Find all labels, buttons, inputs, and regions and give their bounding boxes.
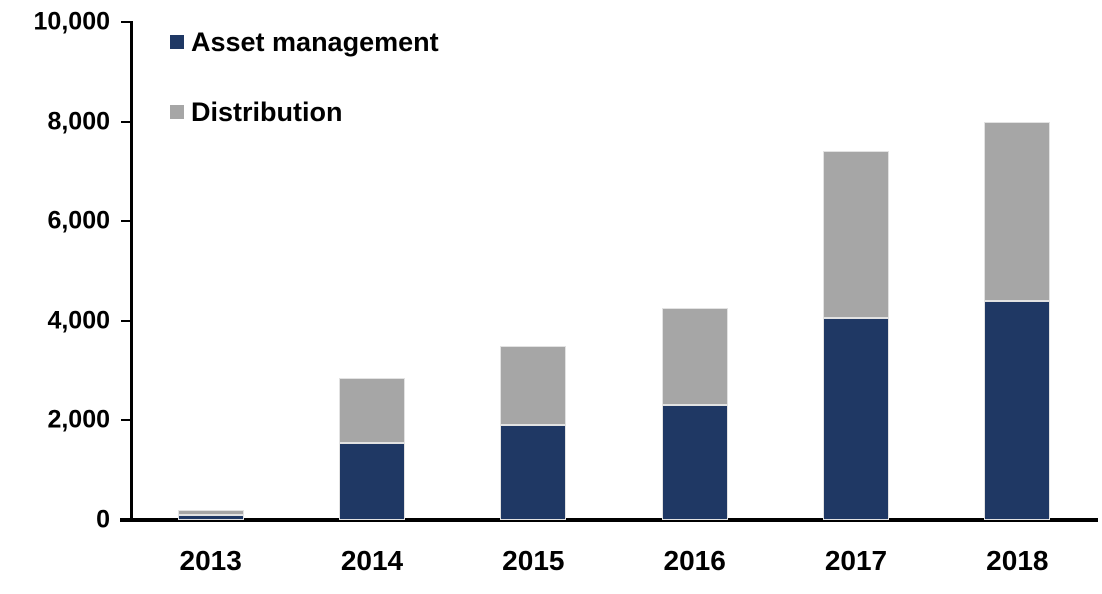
y-axis-label: 4,000 <box>47 306 110 335</box>
bar-2018 <box>984 121 1051 520</box>
bar-segment-asset-management-2014 <box>339 442 405 520</box>
y-axis-label: 2,000 <box>47 405 110 434</box>
y-axis-tick <box>121 419 130 422</box>
x-axis-label-2016: 2016 <box>663 545 726 576</box>
y-axis-tick <box>121 21 130 23</box>
y-axis-label: 0 <box>96 505 110 534</box>
y-axis-tick <box>121 220 130 223</box>
y-axis-line <box>130 21 133 522</box>
bar-2013 <box>177 510 244 520</box>
y-axis-label: 10,000 <box>33 7 110 36</box>
x-axis-label-2018: 2018 <box>986 545 1049 576</box>
bar-segment-asset-management-2017 <box>823 318 889 520</box>
bar-segment-asset-management-2015 <box>500 425 567 520</box>
y-axis-tick <box>121 120 130 123</box>
bar-2014 <box>339 378 405 520</box>
bar-segment-distribution-2016 <box>661 308 728 406</box>
bar-2016 <box>661 308 728 520</box>
asset-management-legend-swatch <box>170 35 184 49</box>
y-axis-label: 8,000 <box>47 107 110 136</box>
y-axis-tick <box>121 519 130 521</box>
legend-label-asset-management: Asset management <box>191 27 439 57</box>
y-axis-label: 6,000 <box>47 206 110 235</box>
legend-item-asset-management: Asset management <box>170 27 439 57</box>
bar-segment-distribution-2015 <box>500 345 567 426</box>
bar-segment-asset-management-2013 <box>177 515 244 520</box>
x-axis-label-2017: 2017 <box>824 545 888 576</box>
x-axis-line <box>120 518 1098 522</box>
legend-item-distribution: Distribution <box>170 97 343 127</box>
distribution-legend-swatch <box>170 105 184 119</box>
bar-segment-distribution-2013 <box>177 510 244 516</box>
y-axis-tick <box>121 319 130 322</box>
bar-2015 <box>500 345 567 520</box>
bar-segment-distribution-2017 <box>823 151 889 319</box>
bar-segment-asset-management-2016 <box>661 405 728 520</box>
x-axis-label-2014: 2014 <box>340 545 404 576</box>
x-axis-label-2015: 2015 <box>502 545 565 576</box>
bar-segment-distribution-2018 <box>984 121 1051 301</box>
x-axis-label-2013: 2013 <box>179 545 242 576</box>
bar-2017 <box>823 151 889 520</box>
legend-label-distribution: Distribution <box>191 97 343 127</box>
bar-segment-asset-management-2018 <box>984 300 1051 520</box>
bar-segment-distribution-2014 <box>339 378 405 443</box>
